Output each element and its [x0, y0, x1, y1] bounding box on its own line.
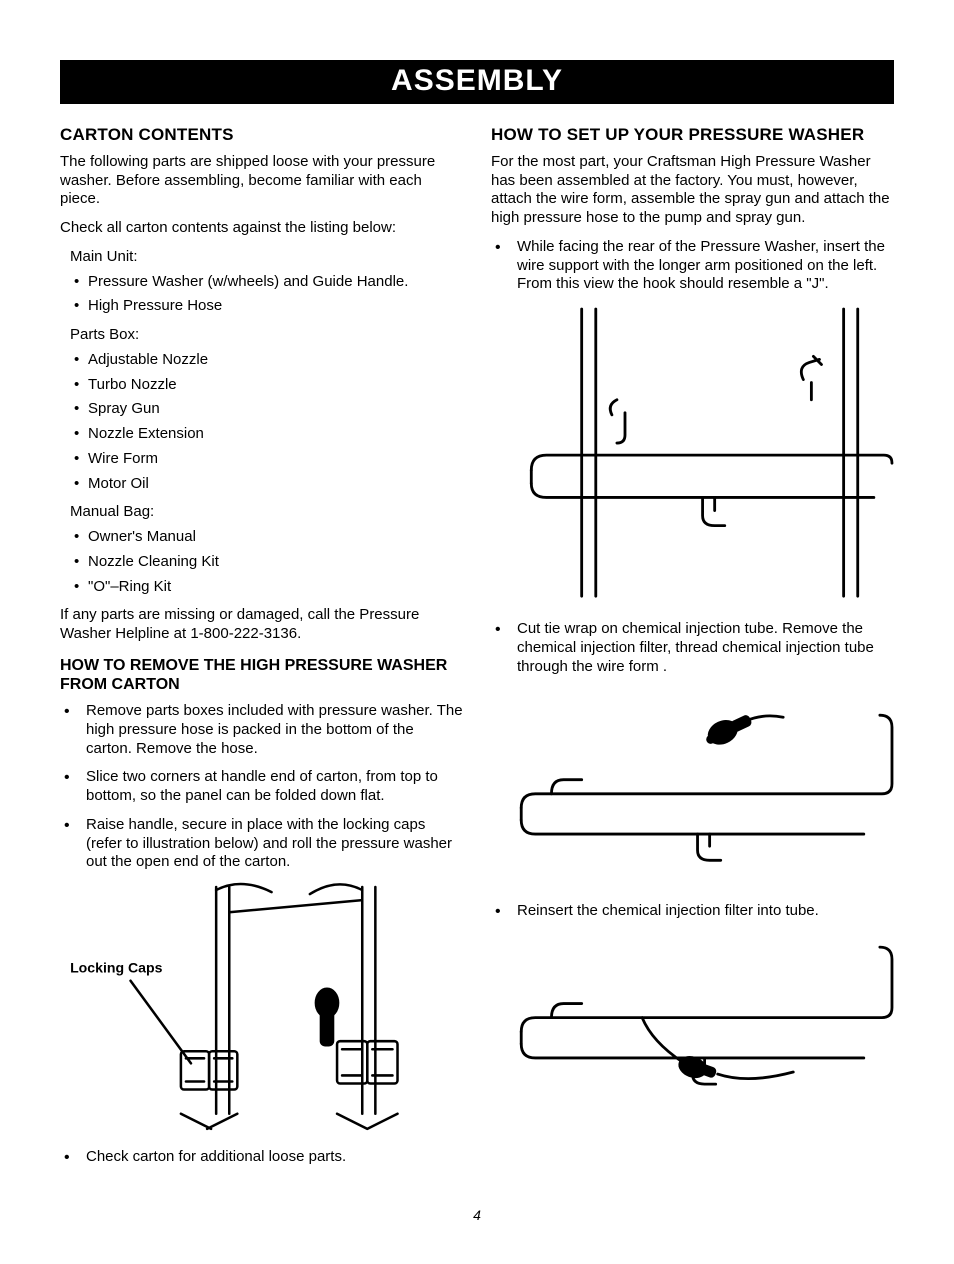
list-item: Pressure Washer (w/wheels) and Guide Han…	[88, 273, 463, 292]
two-column-layout: CARTON CONTENTS The following parts are …	[60, 124, 894, 1177]
figure-wire-form-insert	[491, 304, 894, 606]
setup-step1-list: While facing the rear of the Pressure Wa…	[513, 238, 894, 294]
setup-intro: For the most part, your Craftsman High P…	[491, 153, 894, 228]
carton-intro: The following parts are shipped loose wi…	[60, 153, 463, 209]
locking-caps-label: Locking Caps	[70, 960, 163, 976]
missing-parts-note: If any parts are missing or damaged, cal…	[60, 606, 463, 644]
left-column: CARTON CONTENTS The following parts are …	[60, 124, 463, 1177]
parts-box-list: Adjustable Nozzle Turbo Nozzle Spray Gun…	[88, 351, 463, 494]
list-item: Cut tie wrap on chemical injection tube.…	[513, 620, 894, 676]
list-item: Nozzle Cleaning Kit	[88, 553, 463, 572]
figure-thread-tube	[491, 687, 894, 889]
heading-remove-from-carton: HOW TO REMOVE THE HIGH PRESSURE WASHER F…	[60, 656, 463, 694]
parts-box-label: Parts Box:	[70, 326, 463, 345]
heading-setup: HOW TO SET UP YOUR PRESSURE WASHER	[491, 124, 894, 145]
list-item: Reinsert the chemical injection filter i…	[513, 902, 894, 921]
after-figure-list: Check carton for additional loose parts.	[82, 1148, 463, 1167]
list-item: Turbo Nozzle	[88, 376, 463, 395]
list-item: Nozzle Extension	[88, 425, 463, 444]
page-number: 4	[60, 1207, 894, 1225]
list-item: High Pressure Hose	[88, 297, 463, 316]
list-item: Spray Gun	[88, 400, 463, 419]
figure-reinsert-filter	[491, 931, 894, 1112]
remove-steps-list: Remove parts boxes included with pressur…	[82, 702, 463, 872]
figure-locking-caps: Locking Caps	[60, 882, 463, 1134]
manual-bag-list: Owner's Manual Nozzle Cleaning Kit "O"–R…	[88, 528, 463, 596]
manual-bag-label: Manual Bag:	[70, 503, 463, 522]
list-item: Adjustable Nozzle	[88, 351, 463, 370]
list-item: While facing the rear of the Pressure Wa…	[513, 238, 894, 294]
carton-check: Check all carton contents against the li…	[60, 219, 463, 238]
main-unit-label: Main Unit:	[70, 248, 463, 267]
setup-step3-list: Reinsert the chemical injection filter i…	[513, 902, 894, 921]
list-item: "O"–Ring Kit	[88, 578, 463, 597]
list-item: Owner's Manual	[88, 528, 463, 547]
main-unit-list: Pressure Washer (w/wheels) and Guide Han…	[88, 273, 463, 317]
list-item: Check carton for additional loose parts.	[82, 1148, 463, 1167]
right-column: HOW TO SET UP YOUR PRESSURE WASHER For t…	[491, 124, 894, 1177]
setup-step2-list: Cut tie wrap on chemical injection tube.…	[513, 620, 894, 676]
list-item: Remove parts boxes included with pressur…	[82, 702, 463, 758]
list-item: Motor Oil	[88, 475, 463, 494]
section-banner: ASSEMBLY	[60, 60, 894, 104]
list-item: Wire Form	[88, 450, 463, 469]
list-item: Slice two corners at handle end of carto…	[82, 768, 463, 806]
list-item: Raise handle, secure in place with the l…	[82, 816, 463, 872]
heading-carton-contents: CARTON CONTENTS	[60, 124, 463, 145]
